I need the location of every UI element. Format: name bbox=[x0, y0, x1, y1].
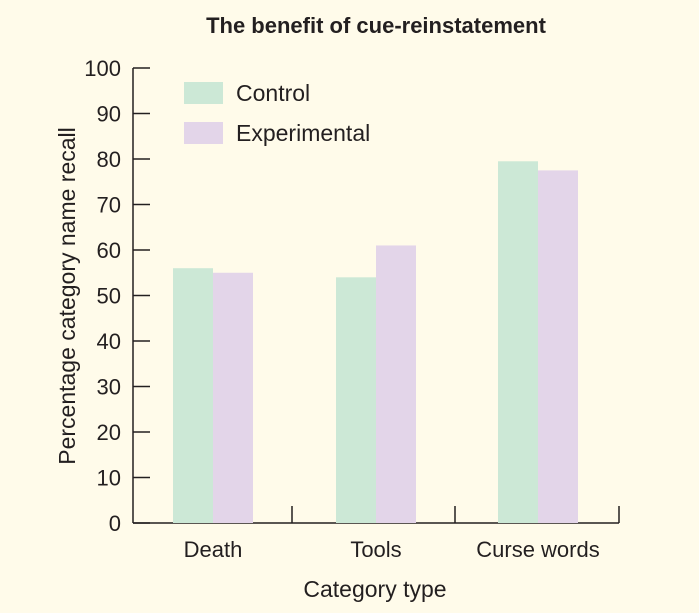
y-axis: 0 10 20 30 40 50 60 70 80 90 100 bbox=[84, 56, 150, 536]
y-tick-label: 50 bbox=[97, 284, 121, 309]
x-axis-label: Category type bbox=[303, 576, 446, 602]
bars-group: Death Tools Curse words bbox=[173, 161, 600, 562]
y-tick-label: 0 bbox=[109, 511, 121, 536]
bar-control-tools bbox=[336, 277, 376, 523]
bar-experimental-tools bbox=[376, 245, 416, 523]
y-tick-label: 80 bbox=[97, 147, 121, 172]
legend-swatch-experimental bbox=[184, 122, 223, 144]
y-tick-label: 90 bbox=[97, 102, 121, 127]
x-tick-label: Tools bbox=[350, 537, 401, 562]
bar-experimental-death bbox=[213, 272, 253, 523]
y-tick-label: 10 bbox=[97, 466, 121, 491]
bar-control-curse-words bbox=[498, 161, 538, 523]
y-tick-label: 40 bbox=[97, 329, 121, 354]
y-tick-label: 100 bbox=[84, 56, 121, 81]
x-tick-label: Death bbox=[184, 537, 243, 562]
y-tick-label: 60 bbox=[97, 238, 121, 263]
legend: Control Experimental bbox=[184, 80, 370, 146]
y-tick-label: 30 bbox=[97, 375, 121, 400]
legend-swatch-control bbox=[184, 82, 223, 104]
x-tick-label: Curse words bbox=[476, 537, 599, 562]
legend-label-control: Control bbox=[236, 80, 310, 106]
y-axis-label: Percentage category name recall bbox=[54, 127, 80, 465]
legend-label-experimental: Experimental bbox=[236, 120, 370, 146]
y-tick-label: 20 bbox=[97, 420, 121, 445]
y-tick-label: 70 bbox=[97, 193, 121, 218]
bar-control-death bbox=[173, 268, 213, 523]
chart-title: The benefit of cue-reinstatement bbox=[206, 13, 547, 38]
bar-experimental-curse-words bbox=[538, 170, 578, 523]
